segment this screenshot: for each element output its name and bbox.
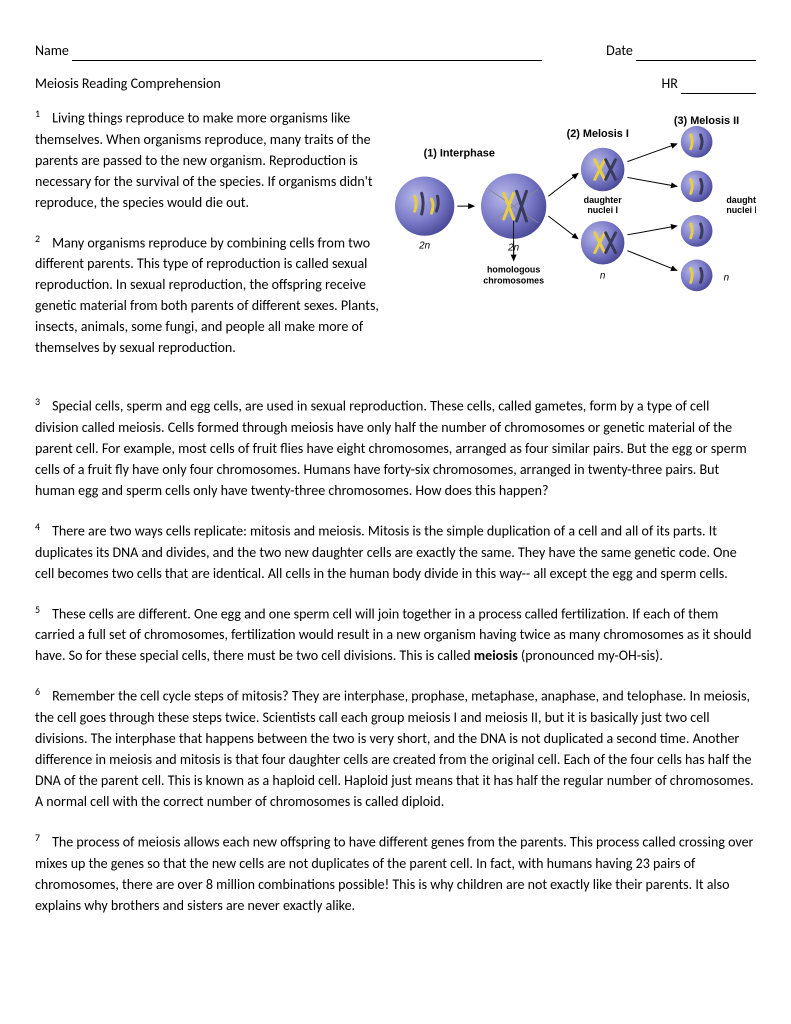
name-label: Name bbox=[35, 40, 542, 61]
name-blank[interactable] bbox=[72, 60, 542, 61]
header-row-2: Meiosis Reading Comprehension HR bbox=[35, 73, 756, 94]
phase-3-label: (3) Melosis II bbox=[674, 115, 739, 127]
para-text: Living things reproduce to make more org… bbox=[35, 110, 373, 211]
date-label: Date bbox=[606, 40, 756, 61]
daughter-cell-1b bbox=[581, 221, 625, 265]
daughter-label-1: daughter bbox=[584, 195, 623, 205]
header-row-1: Name Date bbox=[35, 40, 756, 61]
paragraph-4: 4There are two ways cells replicate: mit… bbox=[35, 519, 756, 584]
paragraph-3: 3Special cells, sperm and egg cells, are… bbox=[35, 394, 756, 501]
paragraph-1: 1Living things reproduce to make more or… bbox=[35, 106, 380, 213]
paragraph-5: 5These cells are different. One egg and … bbox=[35, 602, 756, 667]
phase-2-label: (2) Melosis I bbox=[567, 128, 629, 140]
para-text: There are two ways cells replicate: mito… bbox=[35, 523, 737, 582]
daughter-cell-2b bbox=[681, 171, 713, 203]
label-n-2: n bbox=[724, 272, 730, 283]
para-num: 4 bbox=[35, 520, 40, 533]
paragraph-2: 2Many organisms reproduce by combining c… bbox=[35, 231, 380, 359]
paragraph-6: 6Remember the cell cycle steps of mitosi… bbox=[35, 684, 756, 812]
top-text-column: 1Living things reproduce to make more or… bbox=[35, 106, 380, 376]
para-num: 7 bbox=[35, 831, 40, 844]
chromosomes-label: chromosomes bbox=[483, 275, 544, 285]
homologous-label: homologous bbox=[487, 264, 540, 274]
daughter-cell-1a bbox=[581, 148, 625, 192]
daughter-cell-2d bbox=[681, 260, 713, 292]
para-num: 2 bbox=[35, 232, 40, 245]
para-num: 3 bbox=[35, 395, 40, 408]
paragraph-7: 7The process of meiosis allows each new … bbox=[35, 830, 756, 916]
meiosis-diagram: (1) Interphase (2) Melosis I (3) Melosis… bbox=[390, 106, 756, 376]
hr-blank[interactable] bbox=[681, 93, 756, 94]
label-2n: 2n bbox=[418, 241, 430, 252]
para-text: Many organisms reproduce by combining ce… bbox=[35, 234, 379, 356]
label-n-1: n bbox=[600, 270, 606, 281]
date-blank[interactable] bbox=[636, 60, 756, 61]
para-text: Remember the cell cycle steps of mitosis… bbox=[35, 688, 754, 810]
daughter-cell-2a bbox=[681, 126, 713, 158]
nuclei-2-label: nuclei II bbox=[726, 205, 756, 215]
meiosis-diagram-svg: (1) Interphase (2) Melosis I (3) Melosis… bbox=[390, 111, 756, 326]
para-text: The process of meiosis allows each new o… bbox=[35, 834, 753, 914]
para-num: 1 bbox=[35, 107, 40, 120]
nuclei-1-label: nuclei I bbox=[587, 205, 618, 215]
top-section: 1Living things reproduce to make more or… bbox=[35, 106, 756, 376]
para-text-bold: meiosis bbox=[474, 647, 518, 664]
para-text-post: (pronounced my-OH-sis). bbox=[518, 647, 663, 664]
daughter-label-2: daughter bbox=[726, 195, 756, 205]
daughter-cell-2c bbox=[681, 215, 713, 247]
para-text: Special cells, sperm and egg cells, are … bbox=[35, 398, 747, 499]
document-title: Meiosis Reading Comprehension bbox=[35, 73, 221, 94]
para-num: 5 bbox=[35, 603, 40, 616]
interphase-cell-1 bbox=[395, 176, 454, 235]
hr-label: HR bbox=[662, 73, 757, 94]
para-num: 6 bbox=[35, 685, 40, 698]
phase-1-label: (1) Interphase bbox=[424, 148, 495, 160]
